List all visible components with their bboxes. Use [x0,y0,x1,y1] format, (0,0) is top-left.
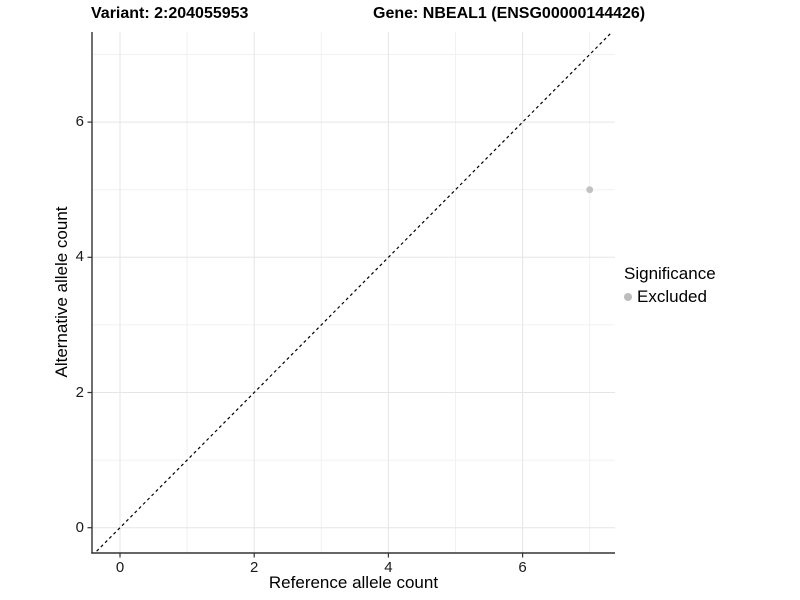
y-tick-label: 4 [75,248,84,266]
x-tick-label: 2 [250,559,259,576]
x-axis-title: Reference allele count [268,573,439,592]
legend-item-excluded: Excluded [624,287,716,307]
x-tick-label: 0 [115,559,125,576]
legend-marker-dot [624,293,632,301]
y-axis-title: Alternative allele count [52,206,71,378]
legend-title: Significance [624,264,716,283]
y-tick-label: 6 [75,113,84,131]
y-tick-label: 2 [75,383,84,401]
x-tick-label: 4 [384,559,393,576]
plot-title-variant: Variant: 2:204055953 [91,5,249,22]
legend: Significance Excluded [624,264,716,307]
y-tick-label: 0 [75,518,84,536]
plot-title-gene: Gene: NBEAL1 (ENSG00000144426) [373,5,646,22]
x-tick-label: 6 [518,559,527,576]
legend-item-label: Excluded [637,287,707,306]
identity-reference-line [94,32,613,553]
data-point [586,186,594,194]
